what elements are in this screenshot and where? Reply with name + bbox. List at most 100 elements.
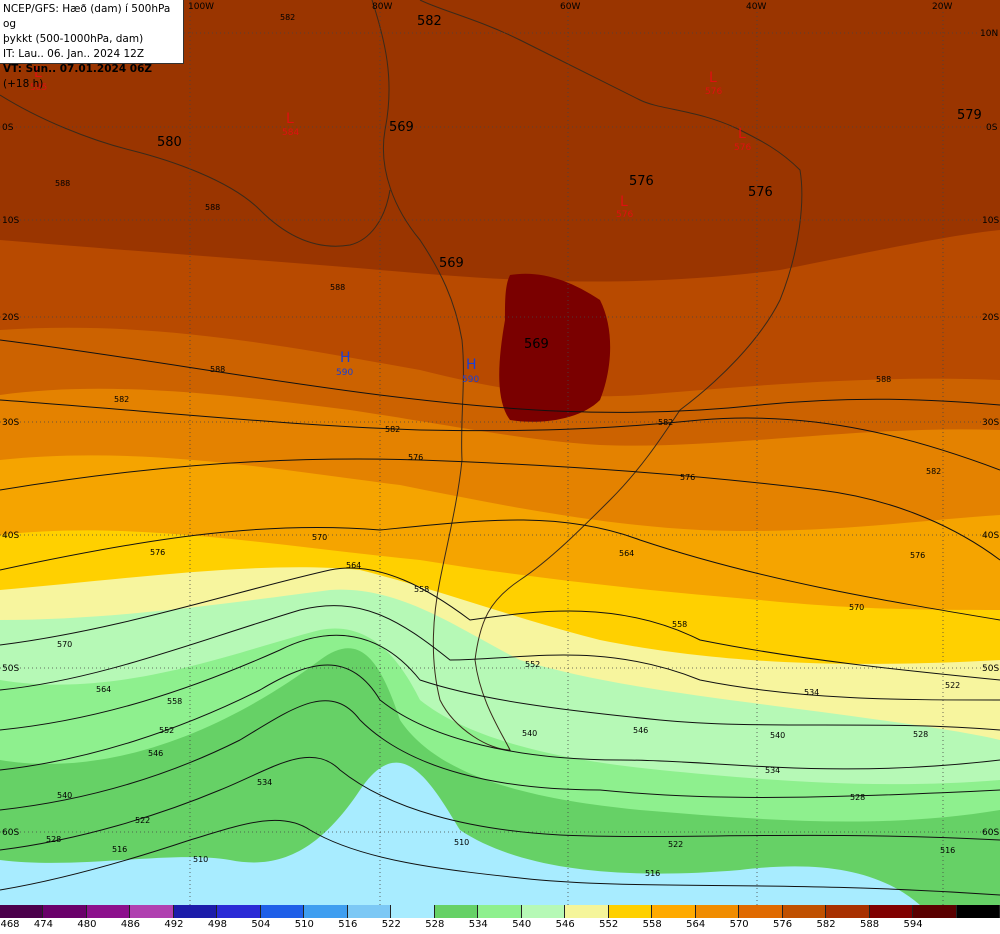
low-letter: L	[34, 65, 42, 81]
color-legend-label: 474	[33, 919, 54, 930]
valid-time: VT: Sun.. 07.01.2024 06Z (+18 h)	[3, 62, 180, 92]
valid-time-date: VT: Sun.. 07.01.2024 06Z	[3, 63, 153, 75]
lat-label: 40S	[982, 531, 999, 541]
color-legend-swatch	[608, 905, 653, 918]
contour-label: 588	[205, 203, 220, 212]
lat-label: 50S	[2, 664, 19, 674]
color-legend-label: 486	[120, 919, 140, 930]
contour-label: 516	[112, 845, 127, 854]
contour-label: 522	[668, 840, 683, 849]
color-legend-swatch	[826, 905, 870, 918]
lat-label: 20S	[982, 313, 999, 323]
color-legend-label: 516	[338, 919, 358, 930]
contour-label: 558	[167, 697, 182, 706]
contour-label: 540	[770, 731, 785, 740]
contour-label: 570	[57, 640, 72, 649]
height-label: 576	[748, 185, 773, 200]
high-letter: H	[340, 350, 351, 366]
color-legend-label: 540	[512, 919, 532, 930]
color-legend-label: 522	[381, 919, 401, 930]
lon-label: 20W	[932, 2, 952, 12]
contour-label: 582	[658, 418, 673, 427]
lat-label: 20S	[2, 313, 19, 323]
lon-label: 100W	[188, 2, 214, 12]
color-legend-label: 498	[207, 919, 227, 930]
low-value: 584	[282, 128, 299, 138]
contour-label: 510	[454, 838, 469, 847]
color-legend-swatch	[478, 905, 522, 918]
lon-label: 80W	[372, 2, 392, 12]
color-legend-swatch	[869, 905, 914, 918]
color-legend-label: 510	[294, 919, 314, 930]
coastlines	[0, 0, 803, 751]
lat-label: 10S	[2, 216, 19, 226]
color-legend-swatch	[565, 905, 609, 918]
band-540	[0, 648, 1000, 905]
color-legend-label: 576	[773, 919, 793, 930]
contour-label: 516	[645, 869, 660, 878]
contour-label: 576	[408, 453, 423, 462]
contour-label: 528	[850, 793, 865, 802]
color-legend-swatch	[391, 905, 435, 918]
contour-label: 540	[522, 729, 537, 738]
height-label: 579	[957, 108, 982, 123]
contour-label: 570	[312, 533, 327, 542]
contour-label: 540	[57, 791, 72, 800]
contour-label: 546	[148, 749, 163, 758]
contour-label: 588	[330, 283, 345, 292]
low-letter: L	[709, 70, 717, 86]
info-line: IT: Lau.. 06. Jan.. 2024 12Z	[3, 48, 145, 60]
high-value: 590	[462, 375, 479, 385]
color-legend-label: 588	[860, 919, 880, 930]
height-label: 576	[629, 174, 654, 189]
weather-map: 100W 80W 60W 40W 20W 0S 10S 20S 30S 40S …	[0, 0, 1000, 905]
color-legend-swatch	[304, 905, 348, 918]
contour-label: 576	[910, 551, 925, 560]
contour-label: 546	[633, 726, 648, 735]
contour-label: 582	[385, 425, 400, 434]
color-legend-label: 558	[642, 919, 662, 930]
color-legend-label: 534	[468, 919, 488, 930]
color-legend-swatch	[130, 905, 174, 918]
lat-label: 40S	[2, 531, 19, 541]
contour-label: 558	[414, 585, 429, 594]
contour-label: 528	[913, 730, 928, 739]
color-legend-labels: 468 474 480 486 492 498 504 510 516 522 528 534 540 5…	[0, 918, 1000, 934]
height-label: 580	[157, 135, 182, 150]
low-value: 585	[30, 83, 47, 93]
lat-label: 0S	[986, 123, 998, 133]
color-legend-bar	[0, 905, 1000, 918]
color-legend-label: 504	[251, 919, 271, 930]
lat-label: 60S	[2, 828, 19, 838]
high-value: 590	[336, 368, 353, 378]
lon-label: 60W	[560, 2, 580, 12]
contour-label: 534	[257, 778, 272, 787]
contour-label: 528	[46, 835, 61, 844]
color-legend-label: 468	[0, 919, 20, 930]
low-value: 576	[616, 210, 633, 220]
color-legend-swatch	[739, 905, 783, 918]
lat-label: 30S	[982, 418, 999, 428]
contour-label: 588	[55, 179, 70, 188]
low-letter: L	[620, 194, 628, 210]
color-legend-swatch	[260, 905, 305, 918]
graticule	[0, 0, 1000, 905]
color-legend-swatch	[217, 905, 261, 918]
band-588-blob	[499, 273, 611, 422]
low-letter: L	[286, 111, 294, 127]
low-value: 576	[734, 143, 751, 153]
color-legend-label: 564	[686, 919, 706, 930]
color-legend-label: 570	[729, 919, 749, 930]
contour-label: 516	[940, 846, 955, 855]
color-legend-swatch	[86, 905, 131, 918]
low-letter: L	[738, 126, 746, 142]
color-legend-label: 582	[816, 919, 836, 930]
contour-label: 564	[619, 549, 634, 558]
contour-label: 564	[346, 561, 361, 570]
contour-label: 510	[193, 855, 208, 864]
lat-label: 10N	[980, 29, 998, 39]
lat-label: 50S	[982, 664, 999, 674]
contour-label: 522	[945, 681, 960, 690]
color-legend-label: 546	[555, 919, 575, 930]
color-legend-label: 528	[425, 919, 445, 930]
